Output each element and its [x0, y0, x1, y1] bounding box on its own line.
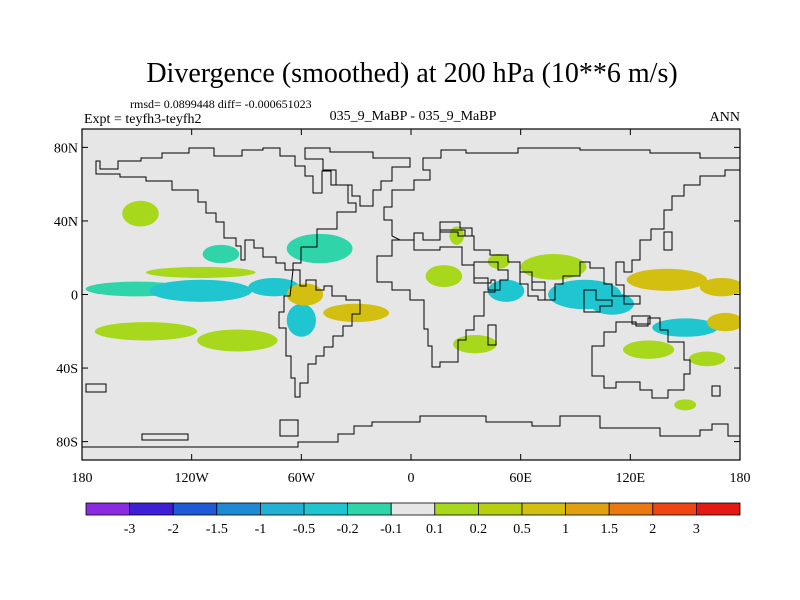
- colorbar-label: -0.2: [337, 522, 359, 537]
- colorbar-label: 1.5: [600, 522, 618, 537]
- divergence-field: [85, 200, 740, 411]
- lon-tick-label: 60E: [509, 471, 532, 486]
- coastline-antarctic-shelf: [141, 433, 189, 441]
- lon-tick-label: 0: [408, 471, 415, 486]
- coastline-island-west: [85, 383, 107, 393]
- colorbar-swatch: [652, 502, 697, 516]
- colorbar-swatch: [390, 502, 436, 516]
- colorbar-swatch: [565, 502, 610, 516]
- field-feature-brazil-dipole-positive: [286, 283, 324, 306]
- colorbar-label: -1.5: [206, 522, 228, 537]
- colorbar-swatch: [85, 502, 130, 516]
- colorbar-label: -1: [255, 522, 267, 537]
- colorbar-swatch: [172, 502, 218, 516]
- field-feature-southern-ocean-patch: [674, 399, 697, 411]
- colorbar-swatch: [303, 502, 348, 516]
- field-feature-australia-south: [623, 340, 675, 359]
- field-feature-tasman-patch: [688, 351, 726, 367]
- colorbar-label: 3: [693, 522, 700, 537]
- field-feature-south-pacific-east: [197, 329, 278, 352]
- field-feature-far-west-pacific-positive: [699, 277, 740, 297]
- map-panel: [81, 128, 741, 461]
- colorbar-swatch: [477, 502, 523, 516]
- field-feature-spcz-east: [707, 312, 740, 332]
- field-feature-western-pacific-positive: [626, 268, 708, 291]
- colorbar-label: 2: [649, 522, 656, 537]
- longitude-axis: 180 120W 60W 0 60E 120E 180: [72, 129, 751, 486]
- coastline-antarctic-peninsula: [279, 419, 299, 437]
- coastlines: [82, 147, 740, 448]
- colorbar: -3 -2 -1.5 -1 -0.5 -0.2 -0.1 0.1 0.2 0.5 1 1.5 2 3: [85, 502, 741, 537]
- colorbar-label: 0.1: [426, 522, 444, 537]
- field-feature-north-pacific-patch: [122, 200, 159, 227]
- lat-tick-label: 80N: [54, 141, 78, 156]
- colorbar-label: -0.1: [380, 522, 402, 537]
- field-feature-south-africa-patch: [453, 334, 497, 354]
- coastline-new-zealand: [711, 385, 721, 397]
- figure-title: Divergence (smoothed) at 200 hPa (10**6 …: [146, 58, 677, 89]
- lat-tick-label: 0: [71, 289, 78, 304]
- field-feature-pacific-equatorial-core: [149, 279, 252, 302]
- lon-tick-label: 180: [72, 471, 93, 486]
- field-feature-india-patch: [520, 254, 587, 280]
- field-feature-south-pacific-band: [94, 322, 198, 341]
- colorbar-label: 0.2: [470, 522, 488, 537]
- field-feature-arabia-patch: [487, 254, 510, 269]
- coastline-eurasia: [383, 147, 740, 301]
- field-feature-central-pacific-north: [202, 244, 240, 264]
- lon-tick-label: 120E: [616, 471, 646, 486]
- coastline-australia: [591, 317, 691, 399]
- lon-tick-label: 60W: [288, 471, 316, 486]
- coastline-south-america: [278, 269, 361, 398]
- coastline-black-sea: [439, 221, 473, 237]
- stats-label: rmsd= 0.0899448 diff= -0.000651023: [130, 97, 312, 111]
- latitude-axis: 80N 40N 0 40S 80S: [54, 141, 740, 451]
- colorbar-swatch: [216, 502, 261, 516]
- colorbar-swatch: [347, 502, 392, 516]
- field-feature-subtropical-north-pacific: [145, 266, 256, 278]
- colorbar-swatch: [129, 502, 174, 516]
- colorbar-label: 0.5: [513, 522, 531, 537]
- colorbar-label: 1: [562, 522, 569, 537]
- coastline-madagascar: [487, 324, 497, 346]
- colorbar-swatch: [696, 502, 741, 516]
- colorbar-swatch: [608, 502, 654, 516]
- colorbar-label: -2: [167, 522, 179, 537]
- case-label: 035_9_MaBP - 035_9_MaBP: [330, 109, 497, 124]
- colorbar-swatch: [521, 502, 566, 516]
- colorbar-label: -0.5: [293, 522, 315, 537]
- lon-tick-label: 180: [730, 471, 751, 486]
- colorbar-label: -3: [124, 522, 136, 537]
- coastline-africa: [376, 239, 496, 368]
- field-feature-spcz-band: [652, 318, 719, 337]
- lat-tick-label: 40S: [56, 362, 78, 377]
- coastline-india: [519, 271, 546, 301]
- field-feature-mexico-patch: [286, 233, 353, 264]
- field-feature-north-africa-patch: [449, 226, 465, 245]
- field-feature-indian-ocean-west: [487, 279, 525, 302]
- field-feature-east-pacific-core: [248, 277, 300, 297]
- lat-tick-label: 40N: [54, 215, 78, 230]
- coastline-north-america: [95, 147, 357, 271]
- colorbar-swatch: [259, 502, 305, 516]
- field-feature-south-america-core: [286, 303, 316, 337]
- lon-tick-label: 120W: [175, 471, 210, 486]
- colorbar-swatch: [434, 502, 479, 516]
- field-feature-africa-patch: [425, 265, 463, 288]
- coastline-greenland: [304, 147, 411, 207]
- field-feature-south-atlantic-diagonal: [323, 303, 390, 323]
- coastline-antarctica: [82, 415, 740, 448]
- lat-tick-label: 80S: [56, 436, 78, 451]
- coastline-japan: [663, 231, 673, 251]
- experiment-label: Expt = teyfh3-teyfh2: [84, 112, 202, 127]
- coastline-maritime: [583, 289, 651, 325]
- season-label: ANN: [710, 110, 740, 125]
- coastline-arabia: [473, 261, 509, 291]
